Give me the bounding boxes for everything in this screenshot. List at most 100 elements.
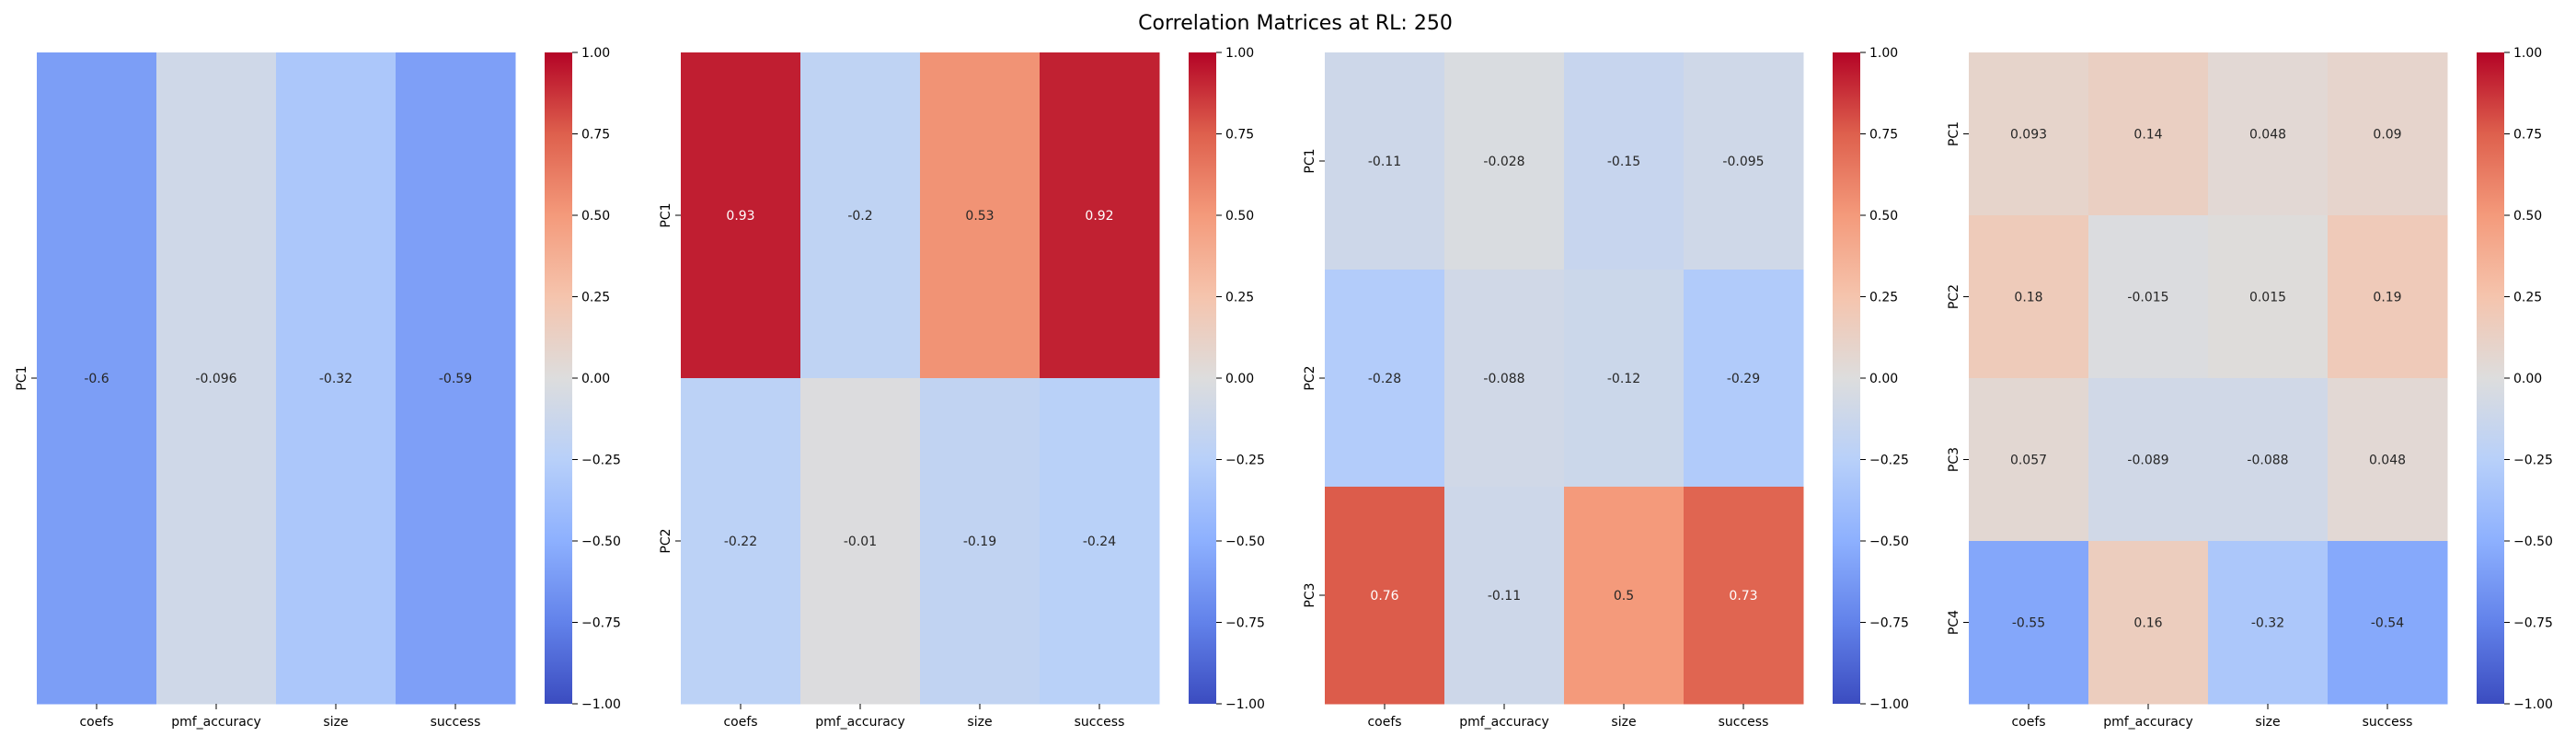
heatmap-cell [396, 52, 516, 705]
cell-value-label: 0.5 [1614, 589, 1634, 604]
heatmap-cell [2088, 215, 2209, 379]
heatmap-cell [2088, 378, 2209, 542]
cell-value-label: -0.11 [1368, 155, 1401, 169]
cell-value-label: 0.19 [2373, 291, 2401, 305]
colorbar-tick-label: −0.75 [1869, 616, 1909, 631]
colorbar-tick-label: 0.75 [1225, 128, 1254, 143]
heatmap-cell [920, 378, 1041, 705]
heatmap-cell [1325, 487, 1445, 705]
heatmap-cell [1969, 378, 2089, 542]
cell-value-label: 0.92 [1085, 209, 1113, 224]
heatmap-cell [1564, 487, 1685, 705]
heatmap-cell [1444, 52, 1565, 270]
figure-title: Correlation Matrices at RL: 250 [1138, 12, 1453, 35]
cell-value-label: -0.32 [319, 372, 352, 386]
heatmap-cell [800, 378, 921, 705]
colorbar-tick-label: −0.50 [1225, 535, 1265, 549]
cell-value-label: -0.12 [1607, 372, 1640, 386]
cell-value-label: 0.53 [965, 209, 994, 224]
cell-value-label: 0.14 [2133, 128, 2162, 143]
x-tick-label: success [1075, 715, 1125, 730]
colorbar-tick-label: 0.00 [2513, 372, 2542, 386]
heatmap-cell [2328, 378, 2448, 542]
colorbar [2477, 52, 2504, 704]
heatmap-cell [681, 52, 801, 379]
x-tick-label: size [323, 715, 348, 730]
colorbar-tick-label: 0.00 [1225, 372, 1254, 386]
cell-value-label: -0.089 [2127, 454, 2168, 468]
cell-value-label: -0.19 [963, 535, 996, 549]
cell-value-label: -0.095 [1722, 155, 1764, 169]
heatmap-cell [2328, 52, 2448, 216]
cell-value-label: 0.93 [726, 209, 754, 224]
cell-value-label: 0.015 [2249, 291, 2286, 305]
heatmap-panel-3: -0.11 -0.028 -0.15 -0.095 -0.28 -0.088 -0.12 -0… [1303, 46, 1909, 730]
cell-value-label: -0.028 [1483, 155, 1524, 169]
colorbar-tick-label: 0.50 [1869, 209, 1898, 224]
colorbar-tick-label: 0.50 [2513, 209, 2542, 224]
x-tick-label: size [967, 715, 992, 730]
colorbar-tick-label: 0.00 [1869, 372, 1898, 386]
colorbar-tick-label: 0.25 [2513, 291, 2542, 305]
x-tick-label: size [2255, 715, 2280, 730]
x-tick-label: pmf_accuracy [171, 715, 261, 730]
x-tick-label: coefs [2011, 715, 2045, 730]
heatmap-cell [1684, 270, 1804, 488]
heatmap-cell [2328, 541, 2448, 705]
heatmap-cell [1444, 270, 1565, 488]
cell-value-label: 0.09 [2373, 128, 2401, 143]
cell-value-label: 0.18 [2014, 291, 2042, 305]
colorbar-tick-label: 0.50 [581, 209, 610, 224]
x-tick-label: success [2363, 715, 2413, 730]
y-tick-label: PC1 [15, 365, 29, 390]
heatmap-cell [1040, 378, 1160, 705]
colorbar [1189, 52, 1216, 704]
cell-value-label: -0.22 [724, 535, 757, 549]
heatmap-cell [1564, 52, 1685, 270]
heatmap-panels: -0.6 -0.096 -0.32 -0.59 coefs pmf_accuracy siz… [15, 46, 2553, 730]
heatmap-cell [1325, 52, 1445, 270]
cell-value-label: -0.096 [195, 372, 236, 386]
colorbar [545, 52, 572, 704]
colorbar-tick-label: 0.75 [1869, 128, 1898, 143]
colorbar-tick-label: 1.00 [2513, 46, 2542, 61]
heatmap-cell [276, 52, 397, 705]
heatmap-cell [1040, 52, 1160, 379]
cell-value-label: -0.28 [1368, 372, 1401, 386]
cell-value-label: -0.088 [2247, 454, 2288, 468]
cell-value-label: 0.048 [2249, 128, 2286, 143]
heatmap-cell [1444, 487, 1565, 705]
heatmap-cell [2088, 52, 2209, 216]
cell-value-label: -0.32 [2251, 616, 2284, 631]
colorbar-tick-label: 1.00 [1869, 46, 1898, 61]
cell-value-label: -0.54 [2371, 616, 2404, 631]
cell-value-label: 0.76 [1370, 589, 1398, 604]
cell-value-label: -0.015 [2127, 291, 2168, 305]
heatmap-panel-4: 0.093 0.14 0.048 0.09 0.18 -0.015 0.015 0.19 0.0… [1947, 46, 2553, 730]
x-tick-label: coefs [79, 715, 113, 730]
colorbar-tick-label: −1.00 [1225, 697, 1265, 712]
x-tick-label: coefs [1367, 715, 1401, 730]
colorbar-tick-label: −0.75 [2513, 616, 2553, 631]
heatmap-cell [800, 52, 921, 379]
x-tick-label: size [1611, 715, 1636, 730]
colorbar-tick-label: 1.00 [581, 46, 610, 61]
cell-value-label: -0.6 [84, 372, 109, 386]
colorbar-tick-label: −1.00 [581, 697, 621, 712]
colorbar-tick-label: 1.00 [1225, 46, 1254, 61]
heatmap-cell [1969, 541, 2089, 705]
colorbar-tick-label: −0.25 [1225, 454, 1265, 468]
heatmap-cell [920, 52, 1041, 379]
colorbar-tick-label: 0.50 [1225, 209, 1254, 224]
cell-value-label: -0.11 [1488, 589, 1521, 604]
colorbar-tick-label: 0.25 [1225, 291, 1254, 305]
heatmap-cell [156, 52, 277, 705]
heatmap-cell [2208, 541, 2329, 705]
heatmap-cell [2208, 215, 2329, 379]
y-tick-label: PC2 [1303, 365, 1317, 390]
cell-value-label: 0.048 [2369, 454, 2406, 468]
x-tick-label: success [1719, 715, 1769, 730]
colorbar-tick-label: −1.00 [1869, 697, 1909, 712]
colorbar-tick-label: 0.25 [1869, 291, 1898, 305]
y-tick-label: PC2 [659, 528, 673, 553]
